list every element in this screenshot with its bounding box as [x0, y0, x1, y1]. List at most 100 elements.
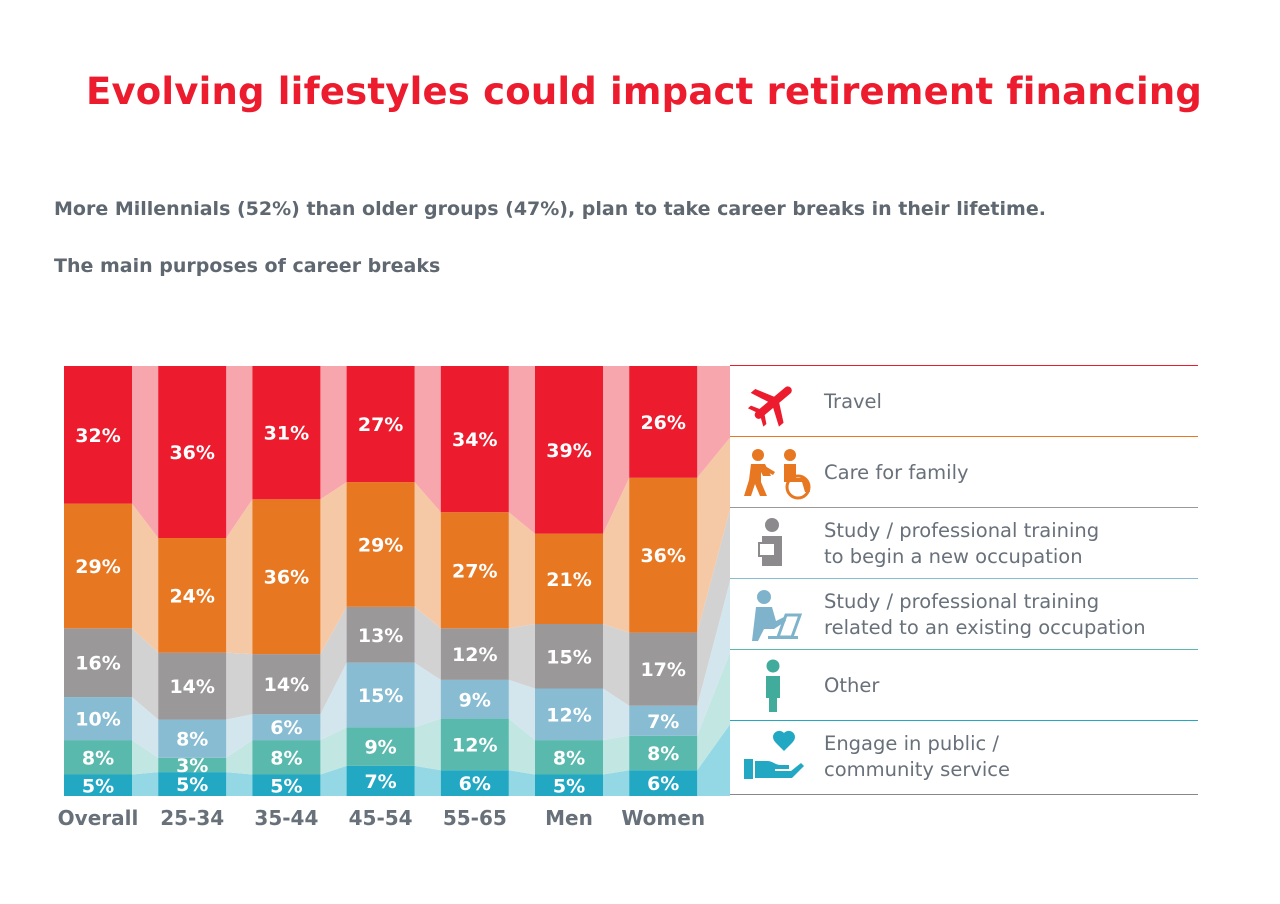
airplane-icon [747, 386, 792, 427]
page-subtitle: More Millennials (52%) than older groups… [54, 198, 1046, 220]
hand-heart-icon [744, 730, 804, 779]
category-label-45-54: 45-54 [349, 806, 413, 830]
data-label-25-34-study-professional-training-to-begin-a-new-occupation: 14% [169, 676, 214, 698]
bar-men-study-professional-training-to-begin-a-new-occupation [535, 624, 603, 689]
bar-men-care-for-family [535, 533, 603, 624]
data-label-overall-travel: 32% [75, 425, 120, 447]
bar-25-34-engage-in-public-community-service [158, 772, 227, 796]
data-label-55-65-other: 12% [452, 734, 497, 756]
bar-45-54-study-professional-training-to-begin-a-new-occupation [346, 606, 415, 663]
bar-55-65-engage-in-public-community-service [440, 770, 509, 796]
bar-men-travel [535, 366, 603, 534]
category-label-men: Men [545, 806, 593, 830]
category-label-25-34: 25-34 [160, 806, 224, 830]
data-label-25-34-study-professional-training-related-to-an-existing-occupation: 8% [176, 729, 208, 751]
data-label-women-study-professional-training-related-to-an-existing-occupation: 7% [647, 711, 679, 733]
bar-55-65-study-professional-training-related-to-an-existing-occupation [440, 679, 509, 719]
connector-travel-0 [132, 366, 159, 538]
data-label-men-study-professional-training-to-begin-a-new-occupation: 15% [546, 646, 591, 668]
connector-travel-4 [508, 366, 535, 534]
legend-label-travel: Travel [824, 389, 882, 413]
data-label-55-65-engage-in-public-community-service: 6% [459, 773, 491, 795]
legend-item-other: Other [730, 649, 1198, 720]
connector-legend-other [697, 652, 730, 771]
legend-item-study-new-occupation: Study / professional training to begin a… [730, 507, 1198, 578]
bar-overall-engage-in-public-community-service [64, 774, 132, 796]
chart-legend: Travel Care for family Study / professio… [730, 365, 1198, 796]
connector-care-for-family-0 [132, 503, 159, 653]
connector-legend-study-professional-training-related-to-an-existing-occupation [697, 581, 730, 736]
connector-study-professional-training-to-begin-a-new-occupation-3 [414, 606, 441, 680]
connector-study-professional-training-related-to-an-existing-occupation-1 [226, 714, 253, 758]
connector-study-professional-training-to-begin-a-new-occupation-0 [132, 628, 159, 720]
connector-engage-in-public-community-service-1 [226, 772, 253, 796]
data-label-55-65-travel: 34% [452, 429, 497, 451]
data-label-45-54-care-for-family: 29% [358, 534, 403, 556]
bar-women-study-professional-training-related-to-an-existing-occupation [629, 705, 698, 736]
bar-55-65-other [440, 718, 509, 771]
connector-travel-2 [320, 366, 347, 500]
category-label-women: Women [621, 806, 705, 830]
bar-55-65-care-for-family [440, 512, 509, 629]
legend-bottom-rule [730, 794, 1198, 795]
bar-overall-study-professional-training-related-to-an-existing-occupation [64, 697, 132, 741]
connector-engage-in-public-community-service-4 [508, 770, 535, 796]
data-label-overall-care-for-family: 29% [75, 556, 120, 578]
connector-other-3 [414, 718, 441, 771]
connector-study-professional-training-to-begin-a-new-occupation-1 [226, 652, 253, 720]
connector-study-professional-training-to-begin-a-new-occupation-5 [603, 624, 630, 706]
bar-women-study-professional-training-to-begin-a-new-occupation [629, 632, 698, 706]
data-label-women-engage-in-public-community-service: 6% [647, 773, 679, 795]
data-label-women-care-for-family: 36% [640, 545, 685, 567]
connector-travel-5 [603, 366, 630, 534]
data-label-overall-engage-in-public-community-service: 5% [82, 775, 114, 797]
data-label-35-44-study-professional-training-related-to-an-existing-occupation: 6% [270, 717, 302, 739]
data-label-45-54-engage-in-public-community-service: 7% [364, 771, 396, 793]
data-label-women-study-professional-training-to-begin-a-new-occupation: 17% [640, 659, 685, 681]
connector-engage-in-public-community-service-5 [603, 770, 630, 796]
bar-overall-travel [64, 366, 132, 504]
bar-men-other [535, 740, 603, 775]
bar-35-44-engage-in-public-community-service [252, 774, 321, 796]
bar-55-65-study-professional-training-to-begin-a-new-occupation [440, 628, 509, 680]
connector-care-for-family-4 [508, 512, 535, 629]
connector-legend-travel [697, 366, 730, 478]
connector-legend-engage-in-public-community-service [697, 724, 730, 796]
bar-overall-care-for-family [64, 503, 132, 629]
connector-study-professional-training-related-to-an-existing-occupation-2 [320, 662, 347, 741]
bar-women-other [629, 735, 698, 771]
bar-men-engage-in-public-community-service [535, 774, 603, 796]
connector-care-for-family-3 [414, 482, 441, 629]
connector-travel-3 [414, 366, 441, 513]
data-label-35-44-travel: 31% [264, 423, 309, 445]
data-label-35-44-engage-in-public-community-service: 5% [270, 775, 302, 797]
data-label-women-other: 8% [647, 743, 679, 765]
connector-other-2 [320, 727, 347, 775]
bar-25-34-other [158, 757, 227, 773]
connector-study-professional-training-to-begin-a-new-occupation-2 [320, 606, 347, 715]
bar-35-44-other [252, 740, 321, 775]
bar-45-54-study-professional-training-related-to-an-existing-occupation [346, 662, 415, 728]
bar-women-engage-in-public-community-service [629, 770, 698, 796]
connector-travel-1 [226, 366, 253, 538]
legend-label-public-service: Engage in public / community service [824, 731, 1011, 781]
chart-bars [64, 366, 698, 796]
data-label-men-travel: 39% [546, 440, 591, 462]
legend-item-study-existing-occupation: Study / professional training related to… [730, 578, 1198, 649]
section-title: The main purposes of career breaks [54, 255, 441, 277]
bar-55-65-travel [440, 366, 509, 513]
data-label-35-44-study-professional-training-to-begin-a-new-occupation: 14% [264, 674, 309, 696]
data-label-women-travel: 26% [640, 412, 685, 434]
category-label-55-65: 55-65 [443, 806, 507, 830]
connector-care-for-family-1 [226, 499, 253, 655]
connector-other-0 [132, 740, 159, 775]
bar-45-54-travel [346, 366, 415, 483]
bar-45-54-care-for-family [346, 482, 415, 607]
data-label-35-44-care-for-family: 36% [264, 567, 309, 589]
bar-25-34-travel [158, 366, 227, 538]
data-label-55-65-study-professional-training-related-to-an-existing-occupation: 9% [459, 689, 491, 711]
page-title: Evolving lifestyles could impact retirem… [86, 70, 1203, 113]
data-label-45-54-travel: 27% [358, 414, 403, 436]
bar-35-44-travel [252, 366, 321, 500]
connector-other-1 [226, 740, 253, 775]
